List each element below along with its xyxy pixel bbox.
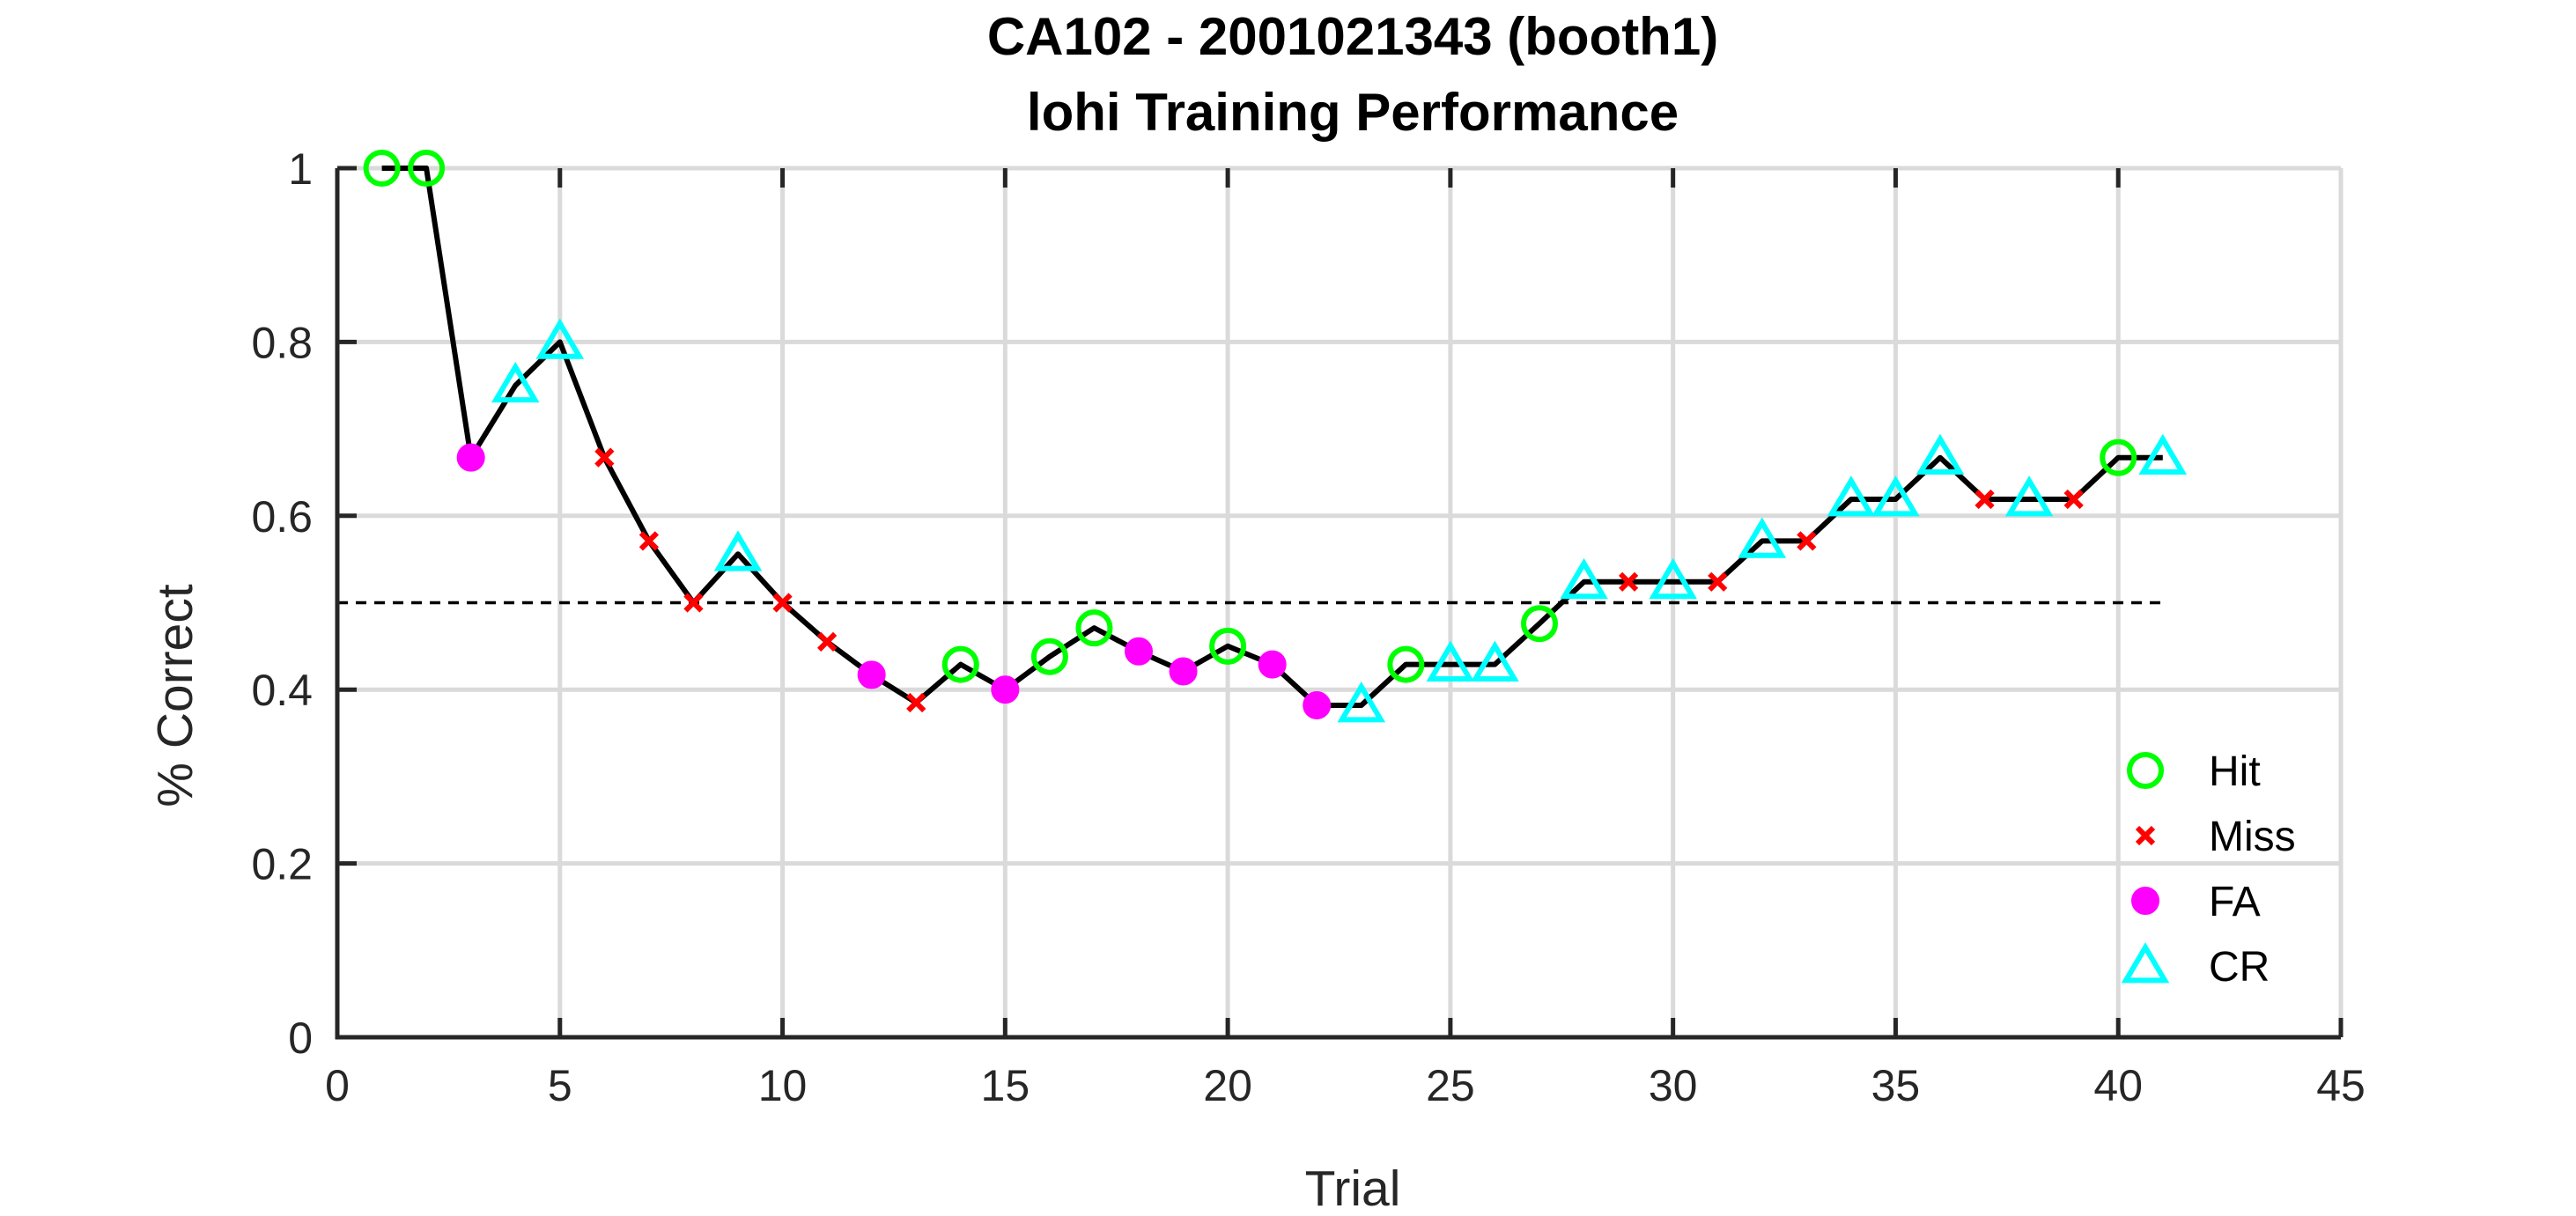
marker-cr: [2138, 433, 2188, 475]
legend-marker-hit: [2127, 752, 2164, 789]
legend-marker-fa: [2131, 887, 2159, 915]
marker-cr: [713, 530, 763, 571]
legend-label-fa: FA: [2209, 879, 2261, 925]
marker-fa: [1125, 637, 1153, 666]
marker-hit: [408, 150, 446, 187]
marker-fa: [1258, 650, 1287, 679]
marker-cr: [1915, 433, 1965, 475]
marker-cr: [1649, 557, 1697, 600]
axis-frame: [335, 168, 2341, 1040]
marker-miss: [906, 692, 926, 713]
marker-miss: [594, 447, 615, 468]
legend-label-cr: CR: [2209, 944, 2270, 991]
marker-miss: [816, 631, 838, 652]
marker-cr: [1871, 475, 1920, 517]
marker-cr: [491, 361, 540, 403]
y-tick-label: 0.6: [251, 492, 313, 542]
marker-fa: [1169, 657, 1198, 686]
chart-title-line1: CA102 - 2001021343 (booth1): [987, 7, 1718, 66]
x-tick-label: 5: [548, 1061, 572, 1110]
marker-cr: [1560, 557, 1608, 600]
marker-miss: [638, 531, 660, 551]
y-tick-label: 0.4: [251, 666, 313, 715]
x-tick-label: 20: [1203, 1061, 1252, 1110]
grid-lines: [337, 166, 2343, 1037]
y-tick-label: 0: [288, 1013, 313, 1063]
marker-miss: [1797, 531, 1817, 551]
axes: [335, 166, 2343, 1040]
marker-hit: [2100, 438, 2137, 476]
x-tick-label: 30: [1649, 1061, 1698, 1110]
marker-hit: [1387, 645, 1425, 683]
legend-label-hit: Hit: [2209, 748, 2261, 795]
legend-marker-cr: [2121, 942, 2170, 984]
legend-label-miss: Miss: [2209, 814, 2296, 860]
marker-cr: [1337, 682, 1386, 723]
marker-cr: [1426, 640, 1475, 682]
legend-marker-miss: [2135, 825, 2156, 846]
marker-cr: [535, 318, 585, 359]
marker-hit: [941, 645, 979, 683]
marker-miss: [1618, 571, 1639, 592]
marker-fa: [857, 660, 886, 689]
legend: Hit Miss FA CR: [2121, 748, 2296, 991]
marker-fa: [1303, 690, 1332, 719]
marker-miss: [683, 593, 704, 613]
x-tick-label: 15: [981, 1061, 1030, 1110]
markers-group: [363, 150, 2188, 723]
x-tick-label: 45: [2316, 1061, 2366, 1110]
x-tick-label: 0: [325, 1061, 350, 1110]
marker-hit: [1030, 637, 1068, 675]
marker-cr: [2004, 475, 2054, 517]
marker-hit: [1209, 627, 1247, 665]
y-tick-label: 0.8: [251, 318, 313, 367]
marker-fa: [456, 443, 485, 472]
x-tick-label: 10: [758, 1061, 808, 1110]
marker-cr: [1827, 475, 1876, 517]
marker-miss: [1708, 571, 1728, 592]
chart-title-line2: lohi Training Performance: [1027, 83, 1679, 142]
marker-miss: [772, 593, 793, 613]
x-axis-label: Trial: [1305, 1161, 1401, 1216]
marker-miss: [1974, 489, 1995, 510]
marker-hit: [363, 150, 401, 187]
marker-fa: [991, 675, 1020, 704]
marker-miss: [2063, 489, 2084, 510]
x-tick-label: 40: [2093, 1061, 2143, 1110]
marker-hit: [1521, 605, 1558, 643]
x-tick-label: 35: [1871, 1061, 1921, 1110]
marker-cr: [1471, 640, 1519, 682]
tick-labels: 0 5 10 15 20 25 30 35 40 45 0 0.2 0.4 0.6 0.8 1: [251, 144, 2365, 1110]
y-tick-label: 0.2: [251, 840, 313, 889]
x-tick-label: 25: [1426, 1061, 1475, 1110]
marker-hit: [1075, 609, 1113, 647]
y-tick-label: 1: [288, 144, 313, 194]
y-axis-label: % Correct: [147, 584, 203, 807]
marker-cr: [1738, 517, 1787, 558]
